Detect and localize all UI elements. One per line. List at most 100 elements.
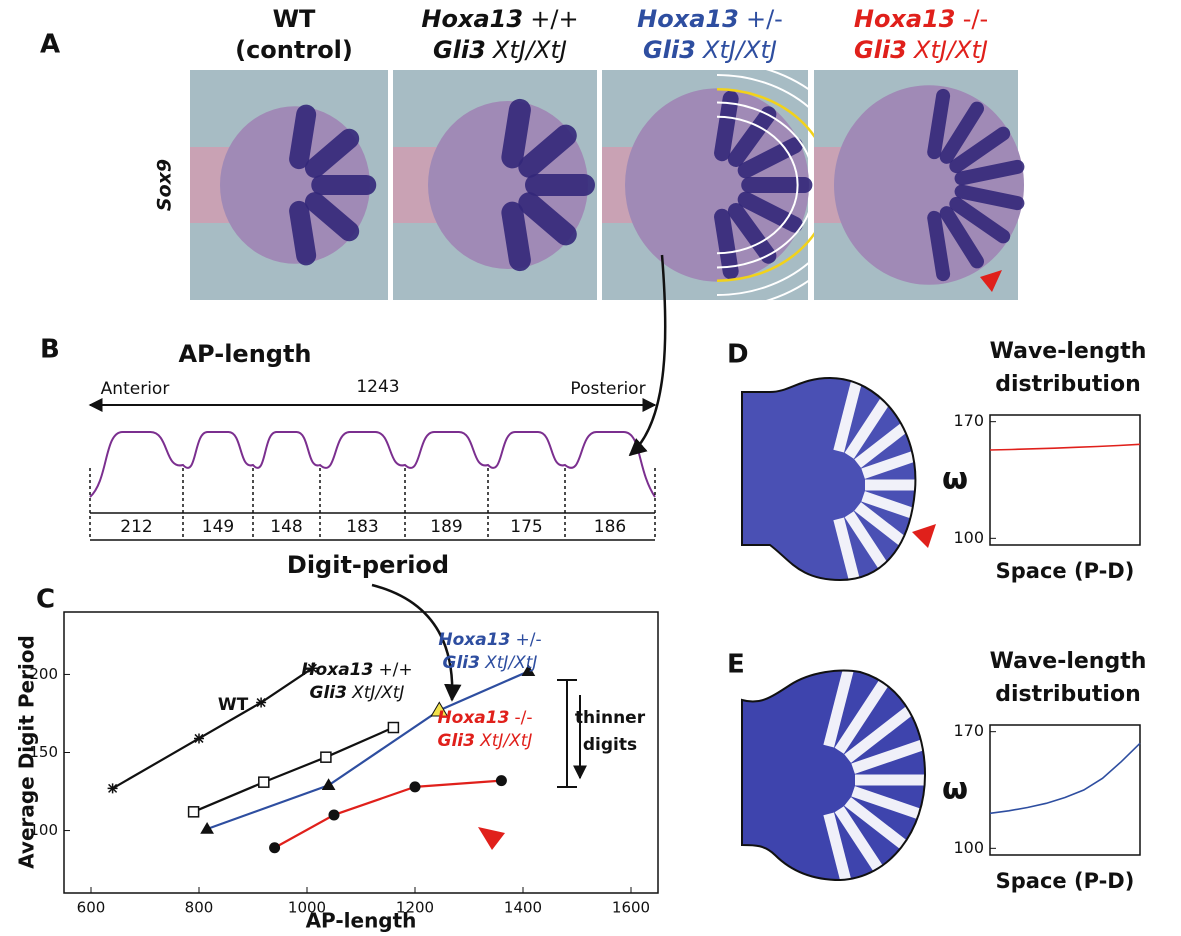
genotype-header: WT (273, 5, 316, 33)
genotype-header-part: Hoxa13 (421, 5, 523, 33)
series-label-part: Gli3 (310, 683, 347, 703)
annotation: thinner (575, 708, 646, 728)
digit-ray (934, 218, 943, 274)
series-label-part: XtJ/XtJ (351, 683, 404, 703)
marker (496, 775, 507, 786)
marker (321, 752, 331, 762)
y-axis-label: Average Digit Period (15, 635, 39, 869)
series-label-part: Gli3 (443, 653, 480, 673)
digit-ray (512, 213, 520, 260)
series-line (990, 743, 1140, 813)
genotype-header-part: -/- (963, 5, 988, 33)
genotype-header-part: Gli3 (643, 36, 696, 64)
series-line (113, 668, 313, 788)
digit-period: 212 (120, 517, 152, 537)
series-label-part: XtJ/XtJ (479, 731, 532, 751)
total-length: 1243 (356, 377, 399, 397)
x-tick-label: 1600 (612, 899, 650, 917)
stain-label: Sox9 (154, 159, 176, 211)
marker (194, 733, 204, 743)
chart-title: Wave-length (990, 339, 1147, 364)
bracket (557, 680, 577, 787)
series-label-part: +/+ (378, 660, 412, 680)
digit-period: 189 (430, 517, 462, 537)
marker (269, 842, 280, 853)
marker (256, 698, 266, 708)
plot-frame (990, 725, 1140, 855)
digit-period: 175 (510, 517, 542, 537)
intensity-profile (90, 432, 655, 497)
series-label-part: +/- (516, 630, 542, 650)
digit-ray (299, 211, 306, 255)
marker (410, 781, 421, 792)
figure: A B C D E Sox9 AP-length Anterior 1243 P… (0, 0, 1181, 936)
y-axis-label: ω (942, 462, 968, 497)
posterior-label: Posterior (570, 379, 645, 399)
b-title: AP-length (178, 340, 311, 368)
series-line (990, 444, 1140, 450)
series-label: Hoxa13 +/- (438, 630, 541, 650)
genotype-header-part: (control) (235, 36, 353, 64)
series-label-part: XtJ/XtJ (484, 653, 537, 673)
marker (189, 807, 199, 817)
series-label-part: Hoxa13 (437, 708, 509, 728)
chart-title: Wave-length (990, 649, 1147, 674)
series-label-part: Gli3 (438, 731, 475, 751)
marker (329, 809, 340, 820)
genotype-header-part: +/+ (530, 5, 578, 33)
x-tick-label: 800 (185, 899, 214, 917)
x-tick-label: 1400 (504, 899, 542, 917)
series-label: Hoxa13+/+ (301, 660, 412, 680)
chart-title: distribution (995, 372, 1141, 397)
genotype-header: Hoxa13+/- (637, 5, 783, 33)
marker (259, 777, 269, 787)
genotype-header-part: WT (273, 5, 316, 33)
genotype-header-part: Hoxa13 (854, 5, 956, 33)
series-label: Hoxa13 -/- (437, 708, 532, 728)
limb (834, 85, 1024, 285)
plot-frame (990, 415, 1140, 545)
y-tick-label: 170 (953, 721, 984, 740)
y-tick-label: 100 (953, 528, 984, 547)
series-label-part: Hoxa13 (438, 630, 510, 650)
b-xlabel: Digit-period (287, 551, 449, 579)
panel-letter: C (36, 585, 55, 615)
series-label-part: WT (218, 695, 249, 715)
digit-ray (299, 115, 306, 159)
x-tick-label: 600 (77, 899, 106, 917)
series-label-part: -/- (515, 708, 533, 728)
genotype-header-part: Hoxa13 (637, 5, 739, 33)
y-tick-label: 170 (953, 411, 984, 430)
digit-ray (722, 217, 731, 272)
x-axis-label: Space (P-D) (996, 869, 1135, 893)
digit-period: 149 (202, 517, 234, 537)
series-label-part: Hoxa13 (301, 660, 373, 680)
genotype-header: Gli3XtJ/XtJ (854, 36, 988, 64)
series-line (194, 728, 394, 812)
illustrations (90, 62, 1024, 896)
marker (323, 779, 335, 789)
genotype-header-part: Gli3 (433, 36, 486, 64)
panel-letter: A (40, 30, 60, 60)
genotype-header-part: XtJ/XtJ (491, 36, 567, 64)
panel-letter: B (40, 335, 60, 365)
digit-ray (934, 96, 943, 152)
digit-period: 186 (594, 517, 626, 537)
genotype-header-part: XtJ/XtJ (912, 36, 988, 64)
red-arrowhead (912, 524, 936, 548)
x-axis-label: Space (P-D) (996, 559, 1135, 583)
anterior-label: Anterior (101, 379, 170, 399)
annotation: digits (583, 735, 637, 755)
digit-ray (512, 110, 520, 157)
digit-ray (722, 99, 731, 154)
y-tick-label: 100 (953, 838, 984, 857)
digit-period: 148 (270, 517, 302, 537)
genotype-header: (control) (235, 36, 353, 64)
genotype-header-part: XtJ/XtJ (701, 36, 777, 64)
plot-frame (64, 612, 658, 893)
series-label: WT (218, 695, 249, 715)
